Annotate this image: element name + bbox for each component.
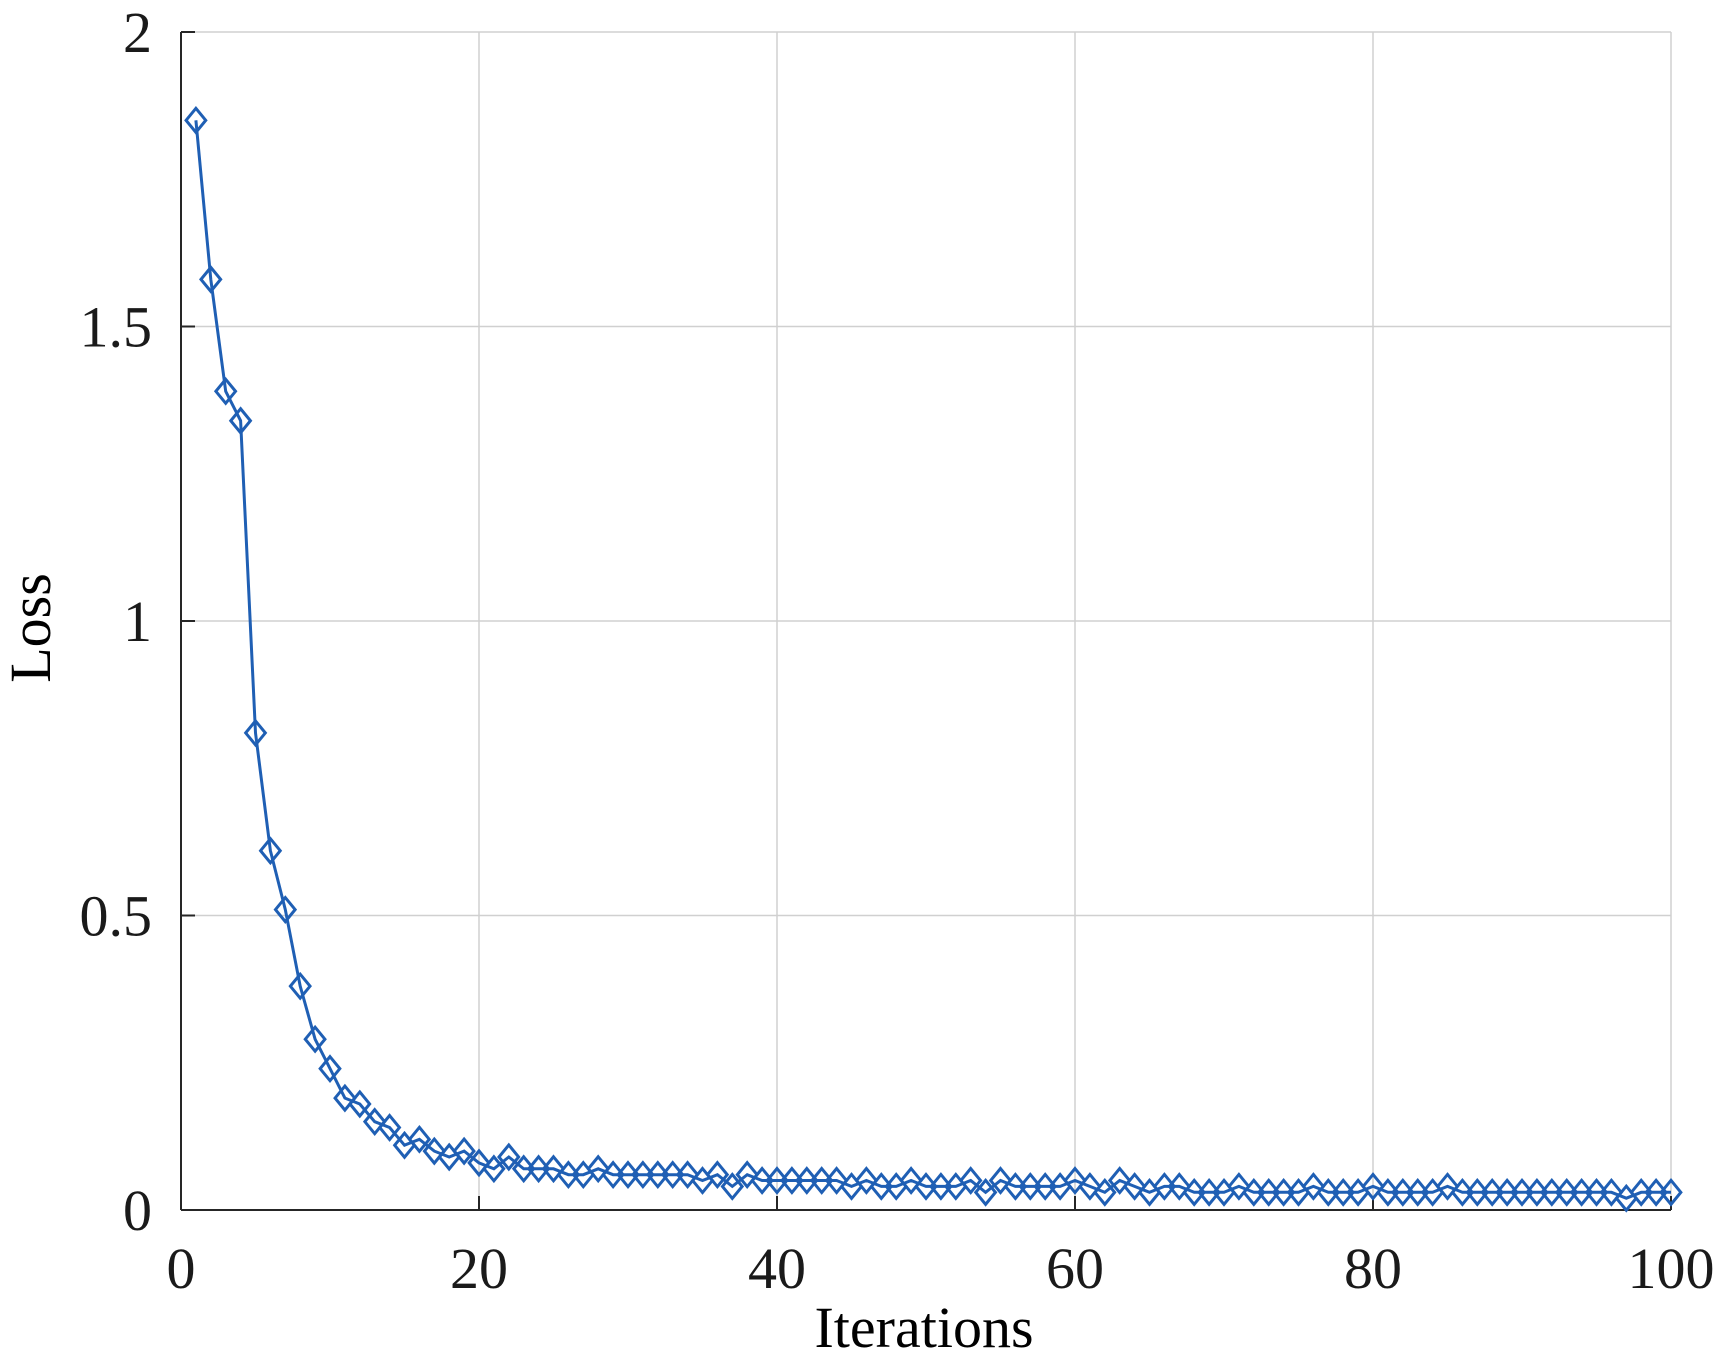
data-point-36 <box>705 1160 730 1190</box>
data-point-76 <box>1301 1172 1326 1201</box>
data-point-63 <box>1107 1166 1132 1195</box>
data-point-13 <box>362 1107 387 1137</box>
data-point-37 <box>720 1172 745 1201</box>
y-tick-label-1: 0.5 <box>80 884 153 949</box>
y-tick-label-2: 1 <box>123 589 152 654</box>
data-point-60 <box>1063 1166 1087 1195</box>
data-point-44 <box>824 1166 849 1195</box>
data-point-8 <box>288 971 312 1001</box>
data-point-4 <box>228 406 253 436</box>
axes <box>180 31 1672 1211</box>
x-tick-label-5: 100 <box>1628 1236 1715 1301</box>
data-point-20 <box>467 1148 491 1178</box>
x-tick-label-0: 0 <box>167 1236 196 1301</box>
data-point-16 <box>407 1124 432 1154</box>
data-point-7 <box>273 895 298 924</box>
y-axis-title: Loss <box>0 573 63 683</box>
data-point-34 <box>675 1160 700 1190</box>
data-point-55 <box>988 1166 1013 1195</box>
data-point-61 <box>1078 1172 1102 1201</box>
x-tick-label-3: 60 <box>1046 1236 1104 1301</box>
data-point-67 <box>1167 1172 1192 1201</box>
data-point-17 <box>422 1136 447 1166</box>
data-point-64 <box>1122 1172 1147 1201</box>
data-point-9 <box>303 1024 327 1054</box>
data-point-46 <box>854 1166 879 1195</box>
x-axis-title: Iterations <box>814 1295 1033 1354</box>
x-tick-label-2: 40 <box>748 1236 806 1301</box>
data-point-10 <box>318 1054 342 1084</box>
data-point-14 <box>377 1113 402 1142</box>
data-point-19 <box>452 1136 476 1166</box>
data-point-21 <box>482 1154 506 1184</box>
data-point-5 <box>243 718 268 748</box>
tick-labels: 0 20 40 60 80 100 0 0.5 1 1.5 2 <box>80 0 1715 1301</box>
data-point-80 <box>1361 1172 1385 1201</box>
data-point-62 <box>1093 1177 1117 1207</box>
y-tick-label-4: 2 <box>123 0 152 65</box>
data-point-12 <box>348 1089 372 1119</box>
series-loss <box>184 105 1683 1213</box>
data-point-1 <box>184 105 208 135</box>
data-point-22 <box>497 1142 521 1172</box>
data-point-28 <box>586 1154 610 1184</box>
series-line-0 <box>194 120 1671 1200</box>
data-point-25 <box>541 1154 566 1184</box>
data-point-38 <box>735 1160 759 1190</box>
data-point-71 <box>1227 1172 1251 1201</box>
x-tick-label-1: 20 <box>450 1236 508 1301</box>
y-tick-label-0: 0 <box>123 1178 152 1243</box>
grid <box>181 31 1672 1210</box>
data-point-49 <box>899 1166 923 1195</box>
data-point-53 <box>958 1166 983 1195</box>
data-point-3 <box>213 376 238 406</box>
data-point-96 <box>1599 1177 1624 1207</box>
data-point-2 <box>199 265 223 294</box>
data-point-85 <box>1435 1172 1460 1201</box>
data-point-100 <box>1659 1177 1683 1207</box>
data-point-11 <box>333 1083 357 1113</box>
y-tick-label-3: 1.5 <box>80 295 153 360</box>
data-point-6 <box>258 836 283 866</box>
data-point-54 <box>973 1177 998 1207</box>
x-tick-label-4: 80 <box>1344 1236 1402 1301</box>
